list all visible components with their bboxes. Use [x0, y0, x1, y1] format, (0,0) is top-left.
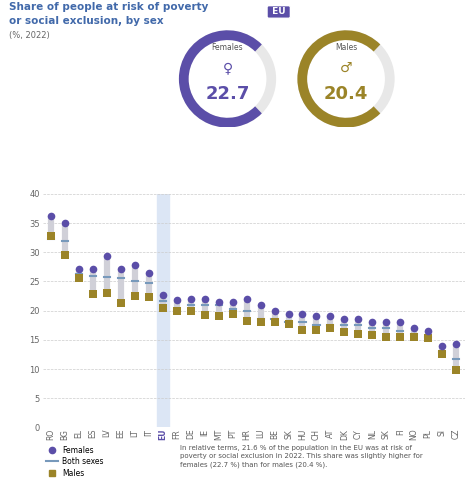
Text: Share of people at risk of poverty: Share of people at risk of poverty [9, 2, 209, 12]
Text: Males: Males [335, 43, 357, 52]
Text: 22.7: 22.7 [205, 85, 250, 103]
Text: ♂: ♂ [340, 61, 352, 75]
Text: In relative terms, 21.6 % of the population in the EU was at risk of
poverty or : In relative terms, 21.6 % of the populat… [180, 445, 423, 468]
Text: 20.4: 20.4 [324, 85, 368, 103]
Legend: Females, Both sexes, Males: Females, Both sexes, Males [46, 446, 103, 478]
Text: ♀: ♀ [222, 61, 233, 75]
Text: EU: EU [269, 7, 289, 16]
Bar [156, 194, 169, 427]
Text: Females: Females [212, 43, 243, 52]
Text: or social exclusion, by sex: or social exclusion, by sex [9, 16, 164, 26]
Text: (%, 2022): (%, 2022) [9, 31, 50, 40]
